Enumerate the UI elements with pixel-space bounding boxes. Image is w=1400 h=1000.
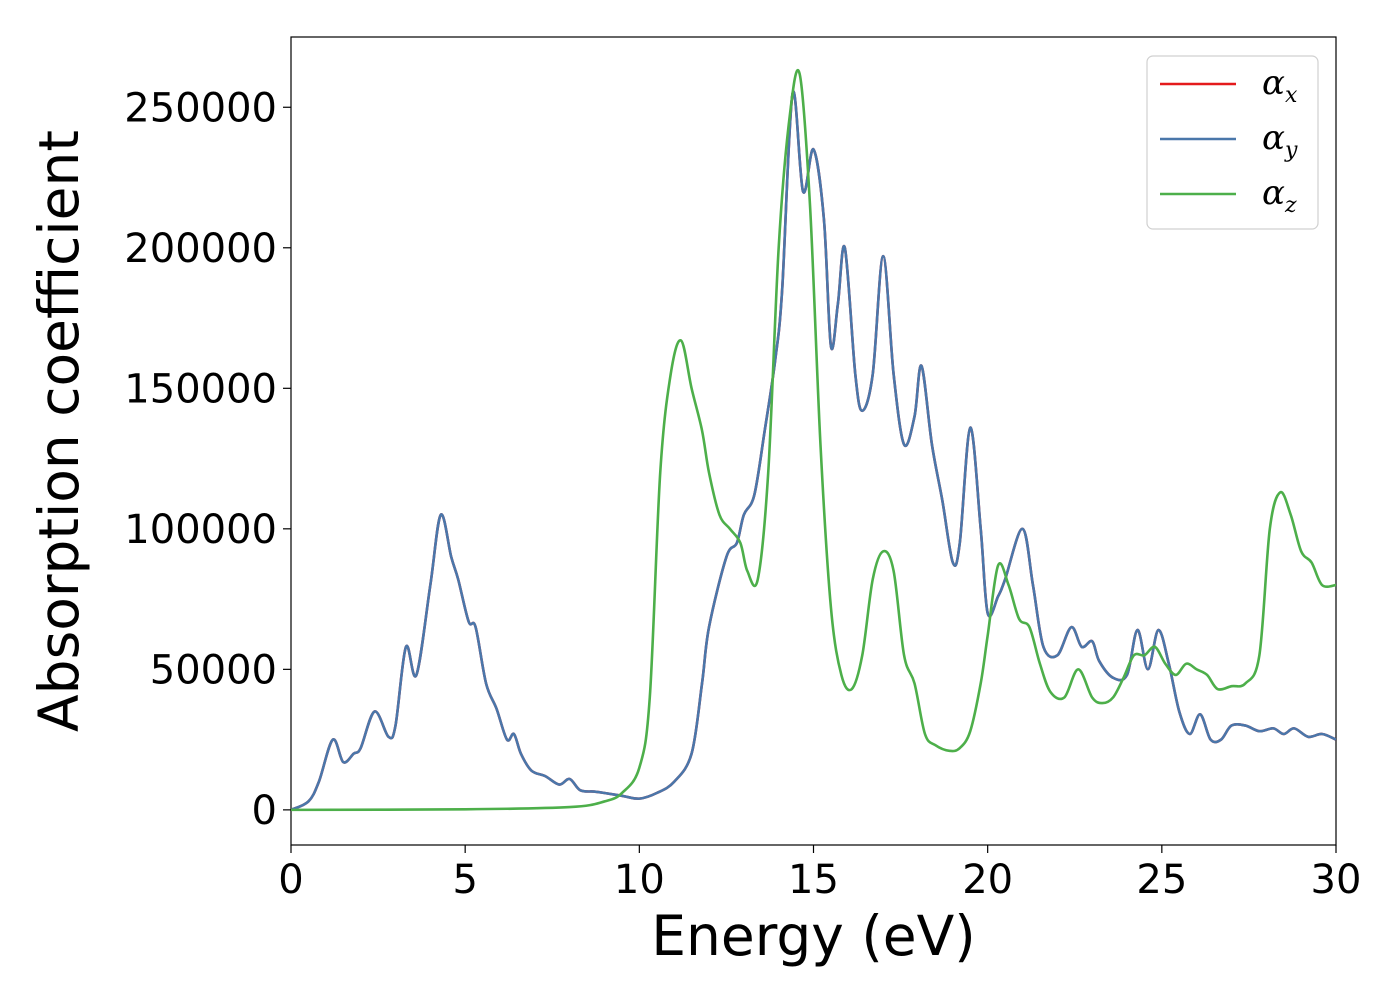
x-tick-label: 15 <box>788 857 839 903</box>
legend-frame <box>1146 55 1319 230</box>
x-tick-label: 10 <box>614 857 665 903</box>
series-layer <box>291 69 1336 812</box>
x-axis-ticks: 0 5 10 15 20 25 30 <box>278 845 1361 903</box>
x-tick-label: 25 <box>1136 857 1187 903</box>
x-tick-label: 20 <box>962 857 1013 903</box>
legend-label-alpha-y: αy <box>1262 118 1298 163</box>
legend-label-alpha-x: αx <box>1262 63 1298 108</box>
x-axis-title: Energy (eV) <box>651 904 975 968</box>
y-axis-title: Absorption coefficient <box>27 130 91 732</box>
x-tick-label: 30 <box>1311 857 1362 903</box>
y-tick-label: 0 <box>252 788 277 834</box>
x-tick-label: 0 <box>278 857 303 903</box>
legend: αx αy αz <box>1146 55 1319 230</box>
y-tick-label: 150000 <box>124 366 277 412</box>
legend-label-alpha-z: αz <box>1262 173 1297 218</box>
series-line-alpha-z <box>291 69 1336 812</box>
series-line-alpha-y <box>291 90 1336 812</box>
x-tick-label: 5 <box>452 857 477 903</box>
y-axis-ticks: 0 50000 100000 150000 200000 250000 <box>124 85 291 834</box>
y-tick-label: 250000 <box>124 85 277 131</box>
y-tick-label: 100000 <box>124 507 277 553</box>
y-tick-label: 50000 <box>150 647 277 693</box>
y-tick-label: 200000 <box>124 226 277 272</box>
